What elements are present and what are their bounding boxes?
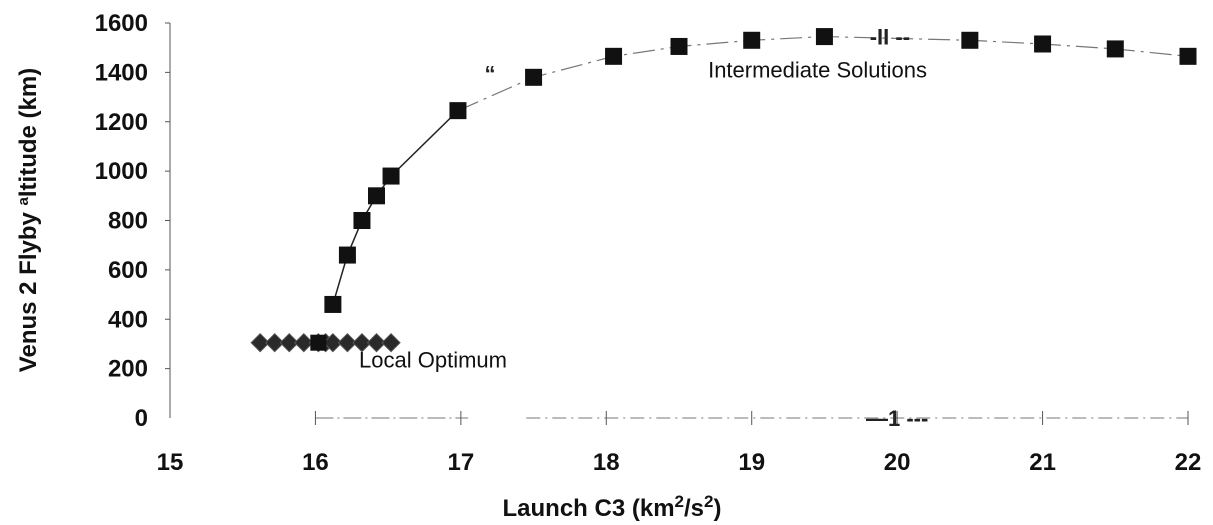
data-points <box>250 28 1197 353</box>
local-optimum-diamond <box>366 332 387 353</box>
axes <box>165 22 1189 425</box>
x-tick-label: 15 <box>157 449 184 476</box>
intermediate-square-marker <box>368 187 386 205</box>
local-optimum-diamond <box>265 332 285 353</box>
intermediate-square-marker <box>1106 40 1124 58</box>
annotation-label: Local Optimum <box>359 347 507 372</box>
scan-artifact-text: -II -- <box>870 25 910 50</box>
y-tick-label: 1600 <box>95 10 148 37</box>
series-lines <box>260 35 1189 344</box>
annotations: Intermediate Solutions Local Optimum -II -… <box>359 25 928 431</box>
x-tick-labels: 15 16 17 18 19 20 21 22 <box>157 449 1202 476</box>
x-tick-label: 22 <box>1175 449 1202 476</box>
scan-artifact-text: “ <box>484 62 495 87</box>
local-optimum-diamond <box>352 332 372 353</box>
y-tick-label: 1000 <box>95 158 148 185</box>
local-optimum-diamond <box>294 332 314 353</box>
x-tick-label: 21 <box>1029 449 1056 476</box>
x-tick-label: 17 <box>448 449 475 476</box>
y-tick-label: 800 <box>108 208 148 235</box>
x-tick-label: 19 <box>738 449 765 476</box>
x-axis-title: Launch C3 (km2/s2) <box>503 492 722 522</box>
y-axis-title: Venus 2 Flyby altitude (km) <box>15 68 42 372</box>
local-optimum-diamond <box>279 332 299 353</box>
local-optimum-diamond <box>381 332 401 353</box>
overlap-square-marker <box>310 334 327 351</box>
intermediate-square-marker <box>743 31 761 49</box>
intermediate-square-marker <box>1034 35 1052 53</box>
intermediate-dashed-line <box>457 35 1189 112</box>
intermediate-square-marker <box>525 68 543 86</box>
local-optimum-diamond <box>337 332 358 353</box>
intermediate-solid-line <box>332 110 459 305</box>
intermediate-square-marker <box>670 37 688 55</box>
y-tick-label: 400 <box>108 306 148 333</box>
intermediate-square-marker <box>1179 47 1197 65</box>
intermediate-square-marker <box>324 295 342 313</box>
y-tick-label: 1400 <box>95 59 148 86</box>
intermediate-square-marker <box>382 167 400 185</box>
x-tick-label: 20 <box>884 449 911 476</box>
y-tick-label: 600 <box>108 257 148 284</box>
intermediate-square-marker <box>449 102 467 120</box>
x-tick-label: 16 <box>302 449 329 476</box>
y-tick-label: 1200 <box>95 109 148 136</box>
annotation-label: Intermediate Solutions <box>708 57 927 82</box>
y-tick-label: 200 <box>108 356 148 383</box>
y-tick-labels: 0 200 400 600 800 1000 1200 1400 1600 <box>95 10 148 432</box>
intermediate-square-marker <box>338 246 356 264</box>
intermediate-square-marker <box>353 212 371 229</box>
y-tick-label: 0 <box>135 405 148 432</box>
intermediate-square-marker <box>815 28 833 46</box>
local-optimum-diamond <box>250 332 270 353</box>
intermediate-square-marker <box>961 31 979 49</box>
local-optimum-diamond <box>323 332 343 353</box>
intermediate-square-marker <box>605 47 623 65</box>
x-tick-label: 18 <box>593 449 620 476</box>
scan-artifact-text: —1 --- <box>866 406 928 431</box>
